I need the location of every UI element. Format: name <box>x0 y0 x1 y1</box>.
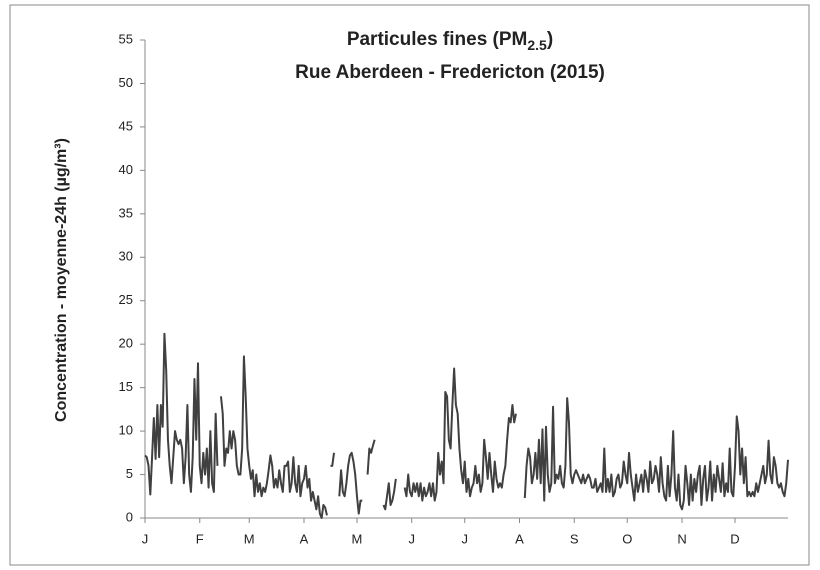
y-tick-label: 35 <box>119 205 133 220</box>
y-tick-label: 40 <box>119 162 133 177</box>
y-tick-label: 20 <box>119 336 133 351</box>
y-tick-label: 45 <box>119 118 133 133</box>
x-tick-label: J <box>461 531 468 546</box>
x-tick-label: F <box>196 531 204 546</box>
x-tick-label: D <box>730 531 739 546</box>
title-end: ) <box>547 29 553 50</box>
chart-subtitle: Rue Aberdeen - Fredericton (2015) <box>295 62 605 83</box>
title-subscript: 2.5 <box>527 37 547 53</box>
x-tick-label: M <box>352 531 363 546</box>
y-tick-label: 15 <box>119 379 133 394</box>
y-tick-label: 0 <box>126 509 133 524</box>
x-tick-label: S <box>570 531 579 546</box>
y-tick-label: 5 <box>126 466 133 481</box>
x-tick-label: N <box>677 531 686 546</box>
x-tick-label: M <box>244 531 255 546</box>
data-line <box>144 332 789 519</box>
y-tick-label: 30 <box>119 249 133 264</box>
y-axis-title: Concentration - moyenne-24h (µg/m³) <box>53 138 70 422</box>
x-tick-label: O <box>622 531 632 546</box>
title-main: Particules fines (PM <box>347 29 528 50</box>
y-tick-label: 25 <box>119 292 133 307</box>
chart-frame <box>9 4 810 566</box>
x-tick-label: A <box>515 531 524 546</box>
chart-title: Particules fines (PM2.5) <box>347 29 553 53</box>
x-tick-label: A <box>300 531 309 546</box>
x-tick-label: J <box>142 531 149 546</box>
y-tick-label: 55 <box>119 31 133 46</box>
y-tick-label: 10 <box>119 423 133 438</box>
y-tick-label: 50 <box>119 75 133 90</box>
x-tick-label: J <box>408 531 415 546</box>
